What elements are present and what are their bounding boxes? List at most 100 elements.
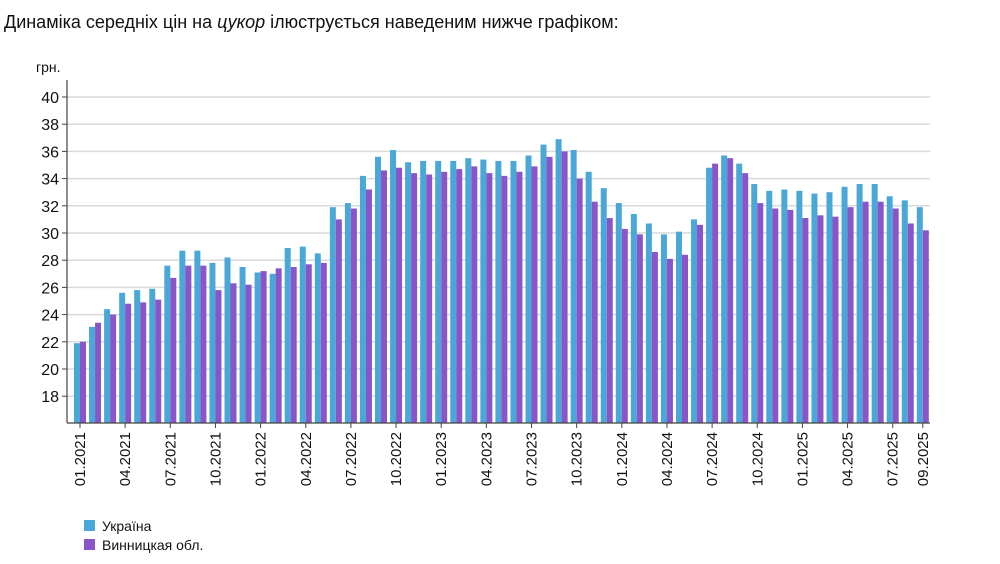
- bar: [561, 151, 568, 423]
- bar: [456, 169, 463, 423]
- heading-text-end: ілюструється наведеним нижче графіком:: [265, 12, 619, 32]
- bar: [350, 208, 357, 423]
- bar: [305, 264, 312, 423]
- bar: [796, 190, 803, 423]
- bar: [841, 186, 848, 423]
- y-tick-label: 36: [41, 144, 59, 161]
- bar: [95, 322, 102, 423]
- x-tick-label: 10.2024: [749, 432, 766, 486]
- bar: [125, 303, 132, 423]
- bar: [185, 265, 192, 423]
- bar: [134, 290, 141, 423]
- y-tick-label: 40: [41, 90, 59, 107]
- x-tick-label: 07.2025: [885, 432, 902, 486]
- y-tick-label: 38: [41, 117, 59, 134]
- bar: [80, 341, 86, 423]
- bar: [284, 247, 291, 423]
- bar: [600, 188, 607, 423]
- bar: [832, 216, 839, 423]
- x-tick-label: 04.2021: [117, 432, 134, 486]
- bar: [155, 299, 162, 423]
- bar: [245, 284, 252, 423]
- bar: [320, 262, 327, 423]
- bar: [104, 309, 111, 423]
- bar: [290, 267, 297, 423]
- x-tick-label: 01.2023: [433, 432, 450, 486]
- bar: [486, 173, 493, 423]
- bar: [907, 223, 914, 423]
- bar: [585, 171, 592, 423]
- bar: [140, 302, 147, 423]
- x-tick-label: 09.2025: [915, 432, 932, 486]
- bar: [426, 174, 433, 423]
- bar: [215, 290, 222, 423]
- bar: [269, 273, 276, 423]
- bar: [706, 167, 713, 423]
- bar: [591, 201, 598, 423]
- bar: [209, 262, 216, 423]
- bar: [230, 283, 237, 423]
- bar: [787, 209, 794, 423]
- legend-label: Україна: [102, 517, 152, 534]
- bar: [877, 201, 884, 423]
- bar: [299, 246, 306, 423]
- bar: [450, 160, 457, 424]
- bar: [546, 156, 553, 423]
- bar: [651, 252, 658, 423]
- bar: [757, 203, 764, 423]
- bar: [329, 207, 336, 423]
- chart-legend: Україна Винницкая обл.: [84, 516, 203, 554]
- x-tick-label: 10.2021: [207, 432, 224, 486]
- bar: [721, 155, 728, 424]
- x-tick-label: 01.2025: [794, 432, 811, 486]
- bar: [465, 158, 472, 423]
- y-tick-label: 18: [41, 389, 59, 406]
- bar: [682, 254, 688, 423]
- x-tick-label: 04.2022: [298, 432, 315, 486]
- bar: [516, 171, 523, 423]
- bar: [501, 175, 508, 423]
- bar: [621, 228, 628, 423]
- legend-item-vinnytsia: Винницкая обл.: [84, 535, 203, 554]
- x-tick-label: 10.2022: [388, 432, 405, 486]
- bar: [645, 223, 652, 423]
- bar: [742, 173, 749, 423]
- legend-swatch: [84, 539, 95, 550]
- bar: [525, 155, 532, 424]
- x-tick-label: 01.2021: [72, 432, 89, 486]
- bar: [615, 203, 622, 423]
- bar: [179, 250, 186, 423]
- bar: [555, 139, 562, 423]
- bar: [335, 219, 342, 423]
- y-axis-unit: грн.: [36, 59, 61, 75]
- bar: [781, 189, 788, 423]
- bar: [405, 162, 412, 423]
- bar: [751, 184, 758, 423]
- bar: [660, 234, 667, 423]
- bar: [510, 160, 517, 424]
- x-tick-label: 04.2024: [659, 432, 676, 486]
- bar: [691, 219, 698, 423]
- bar: [441, 171, 448, 423]
- bar: [200, 265, 207, 423]
- x-tick-label: 07.2021: [162, 432, 179, 486]
- bar: [901, 200, 908, 423]
- bar: [254, 272, 261, 423]
- bar: [495, 160, 502, 424]
- bar: [390, 150, 397, 424]
- bar: [260, 271, 267, 423]
- bar: [435, 160, 442, 424]
- bar: [862, 201, 869, 423]
- bar: [676, 231, 682, 423]
- bar: [666, 258, 673, 423]
- bar: [194, 250, 201, 423]
- bar: [766, 190, 773, 423]
- bar: [359, 175, 366, 423]
- bar: [314, 253, 321, 423]
- bar: [916, 207, 923, 423]
- x-tick-label: 01.2024: [614, 432, 631, 486]
- bar: [772, 208, 779, 423]
- y-tick-label: 24: [41, 308, 59, 325]
- bar: [630, 213, 637, 423]
